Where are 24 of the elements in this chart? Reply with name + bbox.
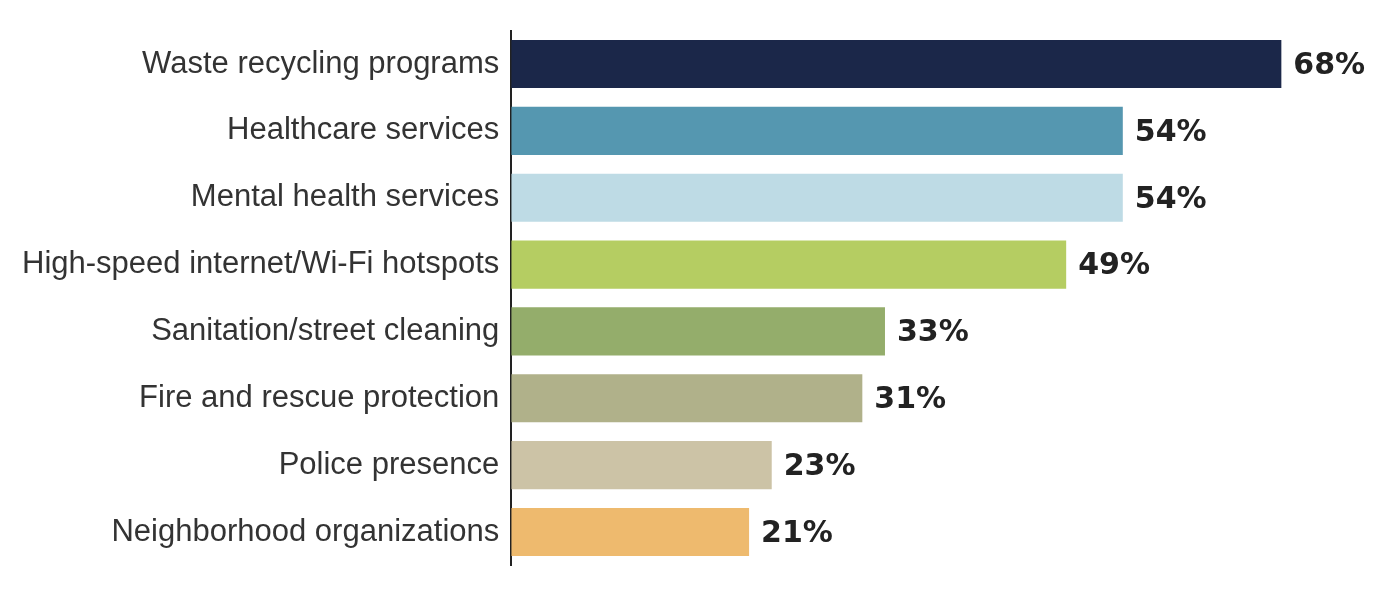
- y-tick-label: Fire and rescue protection: [139, 378, 500, 414]
- bar: [511, 307, 885, 356]
- bar: [511, 39, 1282, 89]
- bar: [511, 173, 1123, 222]
- data-label: 33%: [896, 313, 969, 349]
- y-tick-label: Police presence: [278, 445, 500, 481]
- y-tick-label: Neighborhood organizations: [111, 512, 500, 548]
- data-label: 49%: [1078, 246, 1150, 282]
- bar: [511, 441, 772, 490]
- y-tick-label: Waste recycling programs: [142, 44, 500, 80]
- bar: [511, 106, 1123, 155]
- data-label: 31%: [874, 380, 947, 416]
- y-tick-label: High-speed internet/Wi-Fi hotspots: [22, 245, 500, 281]
- y-tick-label: Healthcare services: [227, 111, 500, 147]
- y-tick-label: Mental health services: [190, 178, 500, 214]
- y-tick-label: Sanitation/street cleaning: [151, 311, 500, 347]
- bar: [511, 507, 750, 557]
- bar: [511, 374, 863, 423]
- data-label: 23%: [783, 446, 856, 482]
- data-label: 21%: [761, 513, 833, 549]
- data-label: 54%: [1134, 179, 1207, 215]
- data-label: 68%: [1293, 45, 1366, 81]
- bar: [511, 240, 1067, 289]
- data-label: 54%: [1134, 112, 1207, 148]
